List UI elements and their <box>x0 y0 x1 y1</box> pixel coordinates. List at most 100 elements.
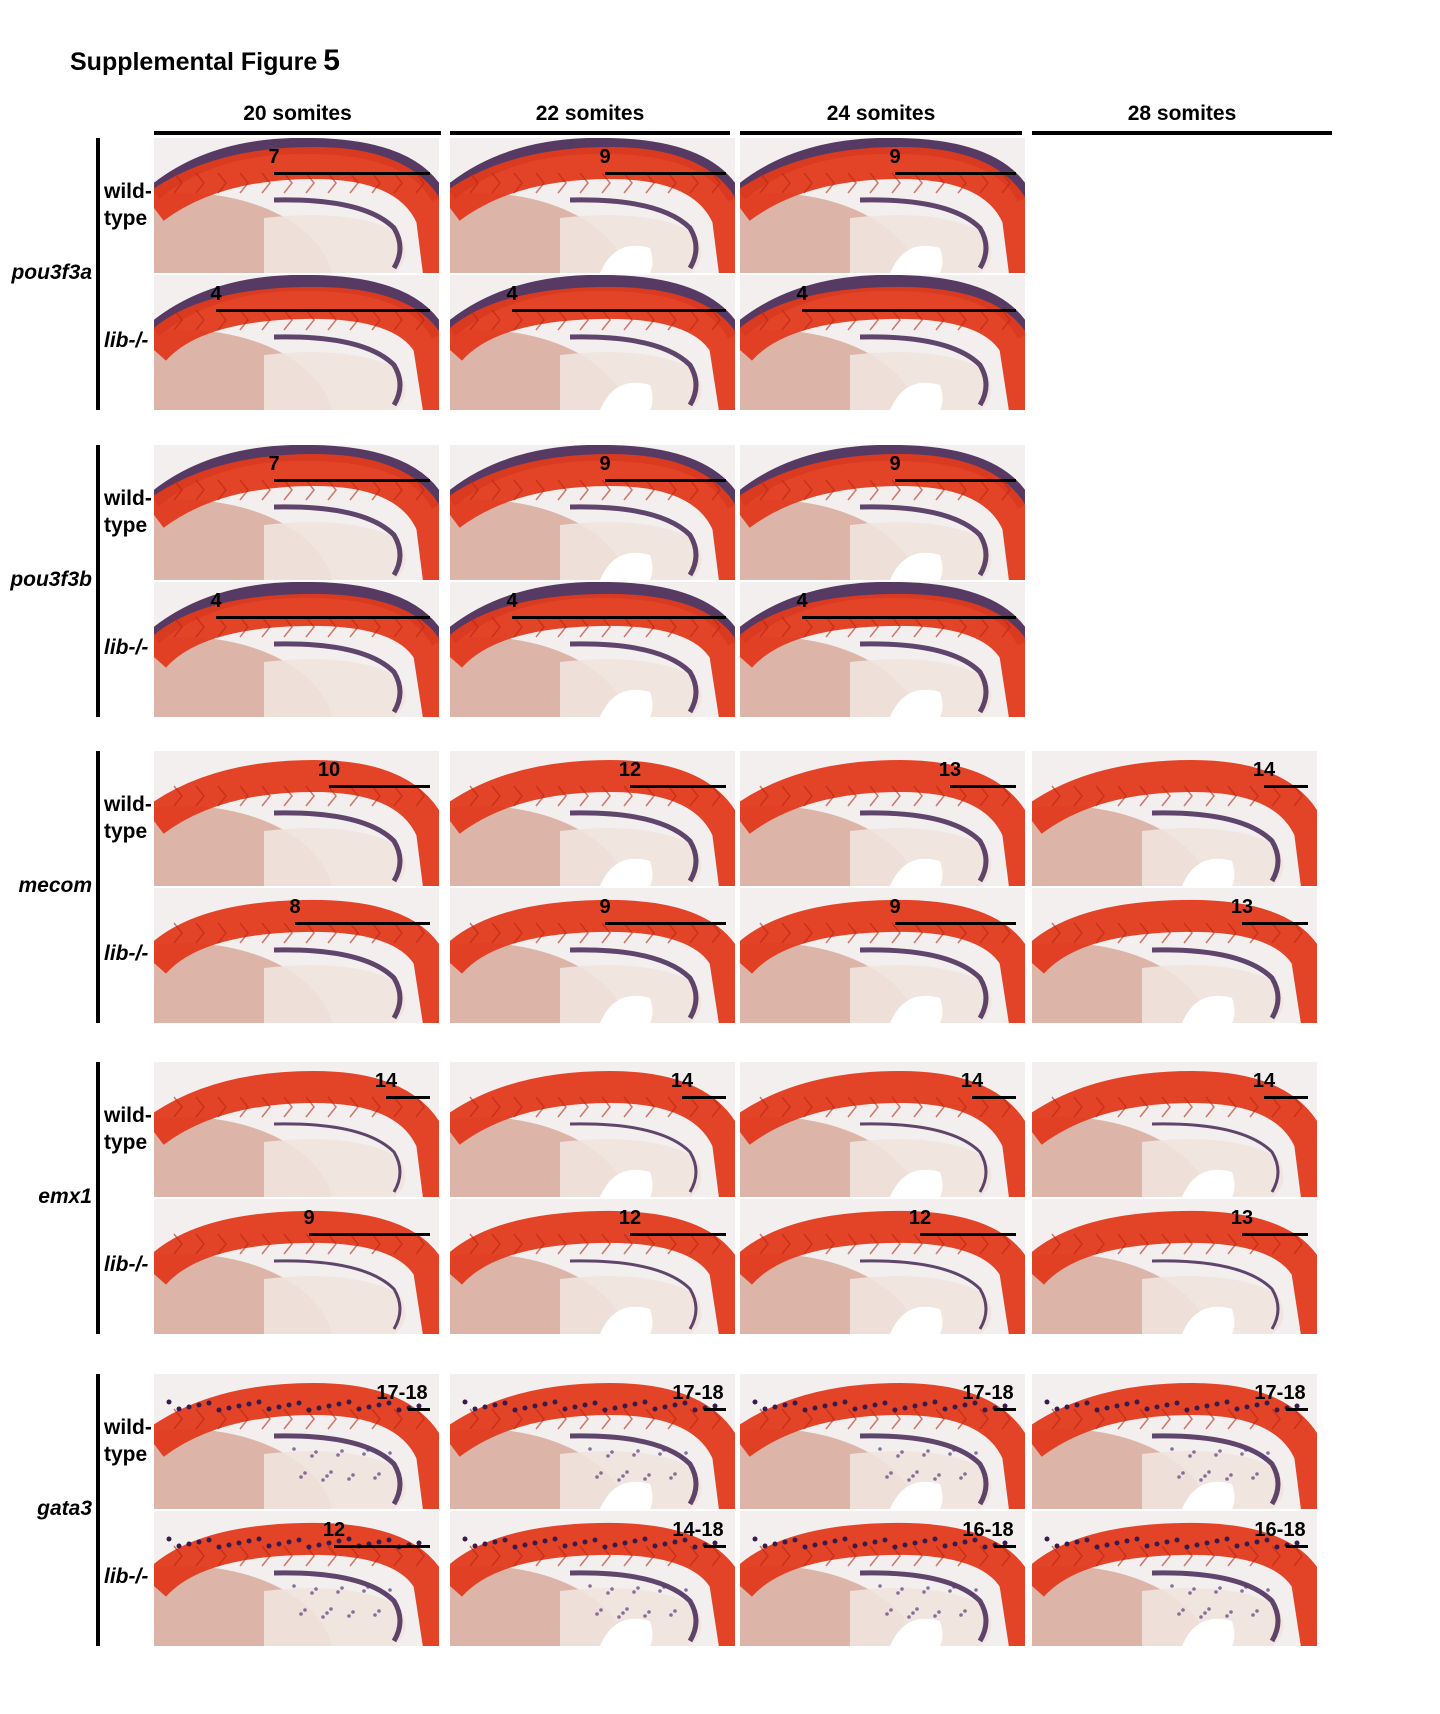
somite-count-label-mecom-wildtype-0: 10 <box>317 759 341 781</box>
stain-extent-bar-emx1-wildtype-3 <box>1264 1096 1308 1099</box>
embryo-image <box>1032 1511 1317 1646</box>
embryo-image <box>154 1374 439 1509</box>
stain-extent-bar-mecom-wildtype-0 <box>329 785 430 788</box>
embryo-image <box>450 888 735 1023</box>
embryo-image <box>154 751 439 886</box>
somite-count-label-gata3-mutant-1: 14-18 <box>672 1519 724 1541</box>
embryo-photo-gata3-mutant-2 <box>740 1511 1025 1646</box>
embryo-photo-emx1-wildtype-2 <box>740 1062 1025 1197</box>
gene-bracket-emx1 <box>96 1062 100 1334</box>
gene-label-pou3f3a: pou3f3a <box>11 261 92 284</box>
embryo-photo-pou3f3a-wildtype-2 <box>740 138 1025 273</box>
somite-count-label-emx1-wildtype-2: 14 <box>960 1070 984 1092</box>
embryo-image <box>740 1374 1025 1509</box>
somite-count-label-emx1-mutant-0: 9 <box>303 1207 315 1229</box>
embryo-image <box>450 582 735 717</box>
row-label-wildtype: wild- type <box>104 180 152 230</box>
embryo-image <box>154 445 439 580</box>
somite-count-label-mecom-mutant-0: 8 <box>289 896 301 918</box>
somite-count-label-mecom-mutant-1: 9 <box>599 896 611 918</box>
somite-count-label-mecom-mutant-3: 13 <box>1230 896 1254 918</box>
embryo-photo-mecom-wildtype-1 <box>450 751 735 886</box>
somite-count-label-pou3f3b-mutant-1: 4 <box>506 590 518 612</box>
row-label-mutant: lib-/- <box>104 1565 149 1588</box>
column-header-22-somites: 22 somites <box>450 101 730 135</box>
gene-bracket-pou3f3b <box>96 445 100 717</box>
stain-extent-bar-pou3f3b-wildtype-0 <box>274 479 430 482</box>
embryo-photo-pou3f3b-wildtype-1 <box>450 445 735 580</box>
stain-extent-bar-emx1-wildtype-1 <box>682 1096 726 1099</box>
stain-extent-bar-gata3-wildtype-2 <box>994 1408 1016 1411</box>
embryo-image <box>450 1199 735 1334</box>
stain-extent-bar-emx1-wildtype-2 <box>972 1096 1016 1099</box>
figure-title-text: Supplemental Figure <box>70 48 318 76</box>
embryo-photo-mecom-wildtype-3 <box>1032 751 1317 886</box>
stain-extent-bar-mecom-wildtype-2 <box>950 785 1016 788</box>
row-label-mutant: lib-/- <box>104 329 149 352</box>
somite-count-label-gata3-wildtype-1: 17-18 <box>672 1382 724 1404</box>
embryo-photo-emx1-mutant-2 <box>740 1199 1025 1334</box>
stain-extent-bar-mecom-mutant-0 <box>295 922 430 925</box>
embryo-image <box>154 582 439 717</box>
stain-extent-bar-gata3-mutant-2 <box>994 1545 1016 1548</box>
somite-count-label-gata3-mutant-3: 16-18 <box>1254 1519 1306 1541</box>
embryo-image <box>1032 888 1317 1023</box>
gene-bracket-mecom <box>96 751 100 1023</box>
row-label-wildtype: wild- type <box>104 1104 152 1154</box>
stain-extent-bar-pou3f3b-wildtype-2 <box>895 479 1016 482</box>
stain-extent-bar-pou3f3a-mutant-2 <box>802 309 1016 312</box>
stain-extent-bar-pou3f3b-mutant-2 <box>802 616 1016 619</box>
embryo-image <box>1032 751 1317 886</box>
gene-label-emx1: emx1 <box>38 1185 92 1208</box>
somite-count-label-mecom-wildtype-2: 13 <box>938 759 962 781</box>
embryo-photo-pou3f3b-wildtype-0 <box>154 445 439 580</box>
somite-count-label-pou3f3a-wildtype-0: 7 <box>268 146 280 168</box>
embryo-photo-emx1-wildtype-0 <box>154 1062 439 1197</box>
somite-count-label-pou3f3a-mutant-2: 4 <box>796 283 808 305</box>
embryo-photo-gata3-wildtype-1 <box>450 1374 735 1509</box>
stain-extent-bar-emx1-mutant-2 <box>920 1233 1016 1236</box>
stain-extent-bar-emx1-wildtype-0 <box>386 1096 430 1099</box>
column-header-24-somites: 24 somites <box>740 101 1022 135</box>
stain-extent-bar-gata3-wildtype-1 <box>704 1408 726 1411</box>
stain-extent-bar-pou3f3a-wildtype-1 <box>605 172 726 175</box>
embryo-image <box>450 1374 735 1509</box>
stain-extent-bar-gata3-mutant-3 <box>1286 1545 1308 1548</box>
gene-bracket-pou3f3a <box>96 138 100 410</box>
column-header-28-somites: 28 somites <box>1032 101 1332 135</box>
embryo-image <box>154 1062 439 1197</box>
row-label-wildtype: wild- type <box>104 793 152 843</box>
embryo-image <box>740 138 1025 273</box>
somite-count-label-pou3f3a-wildtype-1: 9 <box>599 146 611 168</box>
embryo-image <box>450 1511 735 1646</box>
embryo-photo-pou3f3b-wildtype-2 <box>740 445 1025 580</box>
embryo-image <box>154 275 439 410</box>
stain-extent-bar-mecom-wildtype-1 <box>630 785 726 788</box>
embryo-photo-gata3-mutant-3 <box>1032 1511 1317 1646</box>
stain-extent-bar-mecom-wildtype-3 <box>1264 785 1308 788</box>
embryo-image <box>740 582 1025 717</box>
stain-extent-bar-gata3-wildtype-3 <box>1286 1408 1308 1411</box>
embryo-image <box>1032 1062 1317 1197</box>
embryo-image <box>740 1199 1025 1334</box>
somite-count-label-pou3f3a-mutant-0: 4 <box>210 283 222 305</box>
embryo-image <box>154 1511 439 1646</box>
somite-count-label-pou3f3b-mutant-2: 4 <box>796 590 808 612</box>
stain-extent-bar-mecom-mutant-3 <box>1242 922 1308 925</box>
embryo-image <box>740 275 1025 410</box>
embryo-photo-mecom-wildtype-2 <box>740 751 1025 886</box>
embryo-photo-gata3-mutant-1 <box>450 1511 735 1646</box>
embryo-photo-gata3-wildtype-2 <box>740 1374 1025 1509</box>
figure-number: 5 <box>323 44 340 77</box>
embryo-photo-emx1-mutant-1 <box>450 1199 735 1334</box>
embryo-photo-mecom-wildtype-0 <box>154 751 439 886</box>
row-label-mutant: lib-/- <box>104 636 149 659</box>
embryo-photo-mecom-mutant-2 <box>740 888 1025 1023</box>
embryo-photo-pou3f3b-mutant-1 <box>450 582 735 717</box>
somite-count-label-emx1-mutant-1: 12 <box>618 1207 642 1229</box>
embryo-image <box>740 751 1025 886</box>
embryo-image <box>450 275 735 410</box>
embryo-photo-emx1-wildtype-1 <box>450 1062 735 1197</box>
embryo-image <box>1032 1199 1317 1334</box>
stain-extent-bar-gata3-wildtype-0 <box>408 1408 430 1411</box>
